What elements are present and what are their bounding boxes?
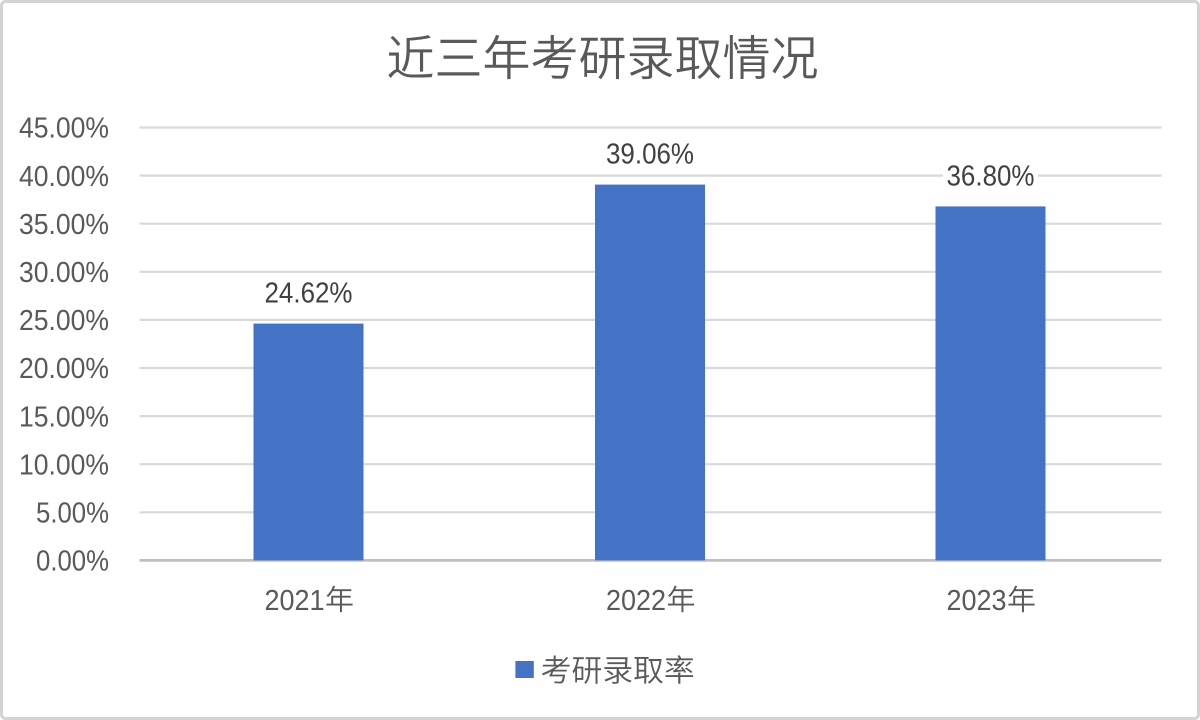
svg-text:39.06%: 39.06% — [606, 139, 694, 171]
svg-text:0.00%: 0.00% — [36, 546, 109, 578]
svg-text:40.00%: 40.00% — [19, 161, 109, 193]
svg-text:45.00%: 45.00% — [19, 113, 109, 145]
svg-text:24.62%: 24.62% — [265, 278, 353, 310]
svg-text:35.00%: 35.00% — [19, 209, 109, 241]
svg-text:2021: 2021 — [265, 585, 325, 617]
svg-text:30.00%: 30.00% — [19, 257, 109, 289]
svg-text:15.00%: 15.00% — [19, 401, 109, 433]
svg-text:2022: 2022 — [606, 585, 666, 617]
svg-text:36.80%: 36.80% — [947, 160, 1035, 192]
svg-text:10.00%: 10.00% — [19, 449, 109, 481]
svg-text:2023: 2023 — [947, 585, 1007, 617]
svg-text:20.00%: 20.00% — [19, 353, 109, 385]
svg-text:5.00%: 5.00% — [36, 498, 109, 530]
svg-text:25.00%: 25.00% — [19, 305, 109, 337]
